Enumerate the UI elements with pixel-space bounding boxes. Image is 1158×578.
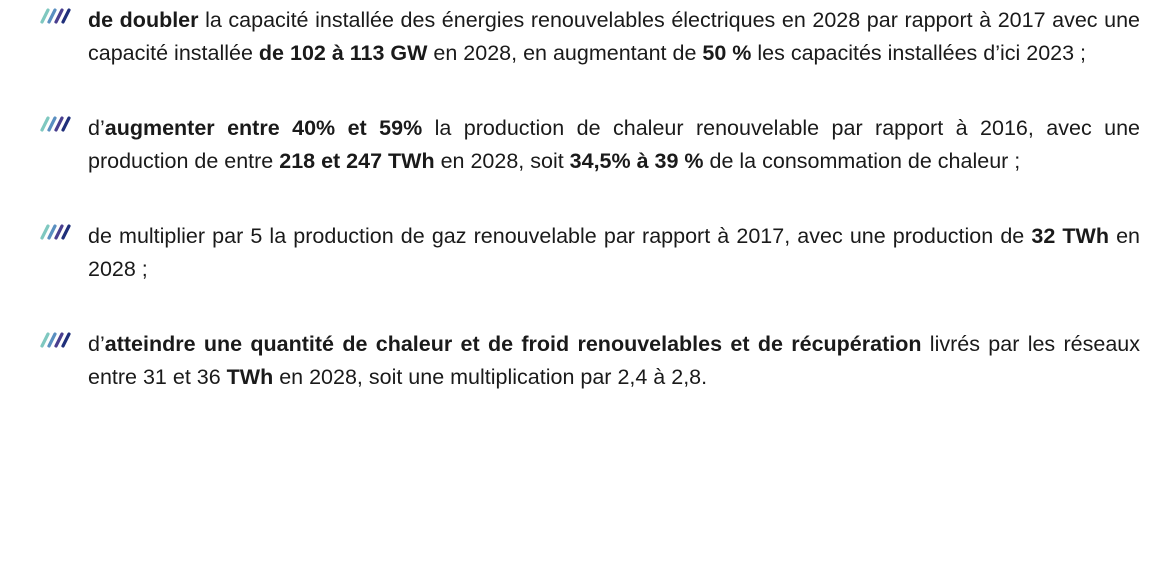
item-text: d’atteindre une quantité de chaleur et d…	[88, 328, 1140, 394]
bullet-stroke	[40, 116, 50, 132]
bullet-stroke	[61, 332, 71, 348]
bullet-stroke	[40, 332, 50, 348]
bullet-stroke	[61, 224, 71, 240]
bullet-icon	[40, 8, 71, 24]
bold-text: TWh	[226, 365, 274, 389]
list-item: de doubler la capacité installée des éne…	[0, 4, 1158, 70]
bold-text: augmenter entre 40% et 59%	[104, 116, 423, 140]
list-item: de multiplier par 5 la production de gaz…	[0, 220, 1158, 286]
bullet-stroke	[54, 8, 64, 24]
bullet-icon	[40, 224, 71, 240]
text-run: livrés par les réseaux entre 31 et 36	[88, 332, 1140, 389]
text-run: de multiplier par 5 la production de gaz…	[88, 224, 1032, 248]
bold-text: 218 et 247 TWh	[279, 149, 435, 173]
bullet-stroke	[54, 224, 64, 240]
bullet-stroke	[40, 8, 50, 24]
bold-text: atteindre une quantité de chaleur et de …	[104, 332, 922, 356]
bold-text: de 102 à 113 GW	[258, 41, 428, 65]
bullet-stroke	[54, 116, 64, 132]
bold-text: 32 TWh	[1031, 224, 1109, 248]
bullet-stroke	[47, 116, 57, 132]
bullet-icon	[40, 332, 71, 348]
bullet-stroke	[54, 332, 64, 348]
bullet-stroke	[47, 332, 57, 348]
text-run: d’	[88, 116, 105, 140]
bold-text: 34,5% à 39 %	[569, 149, 704, 173]
text-run: la capacité installée des énergies renou…	[88, 8, 1140, 65]
item-text: de doubler la capacité installée des éne…	[88, 4, 1140, 70]
item-text: d’augmenter entre 40% et 59% la producti…	[88, 112, 1140, 178]
bullet-list: de doubler la capacité installée des éne…	[0, 4, 1158, 394]
list-item: d’augmenter entre 40% et 59% la producti…	[0, 112, 1158, 178]
text-run: en 2028, en augmentant de	[427, 41, 703, 65]
text-run: la production de chaleur renouvelable pa…	[88, 116, 1141, 173]
text-run: les capacités installées d’ici 2023 ;	[751, 41, 1087, 65]
list-item: d’atteindre une quantité de chaleur et d…	[0, 328, 1158, 394]
bullet-stroke	[47, 8, 57, 24]
bold-text: 50 %	[702, 41, 752, 65]
bullet-stroke	[61, 8, 71, 24]
text-run: d’	[88, 332, 105, 356]
text-run: en 2028 ;	[88, 224, 1140, 281]
text-run: en 2028, soit une multiplication par 2,4…	[273, 365, 708, 389]
bullet-stroke	[40, 224, 50, 240]
bullet-stroke	[61, 116, 71, 132]
bullet-stroke	[47, 224, 57, 240]
text-run: de la consommation de chaleur ;	[703, 149, 1021, 173]
bold-text: de doubler	[88, 8, 199, 32]
text-run: en 2028, soit	[434, 149, 570, 173]
bullet-icon	[40, 116, 71, 132]
item-text: de multiplier par 5 la production de gaz…	[88, 220, 1140, 286]
